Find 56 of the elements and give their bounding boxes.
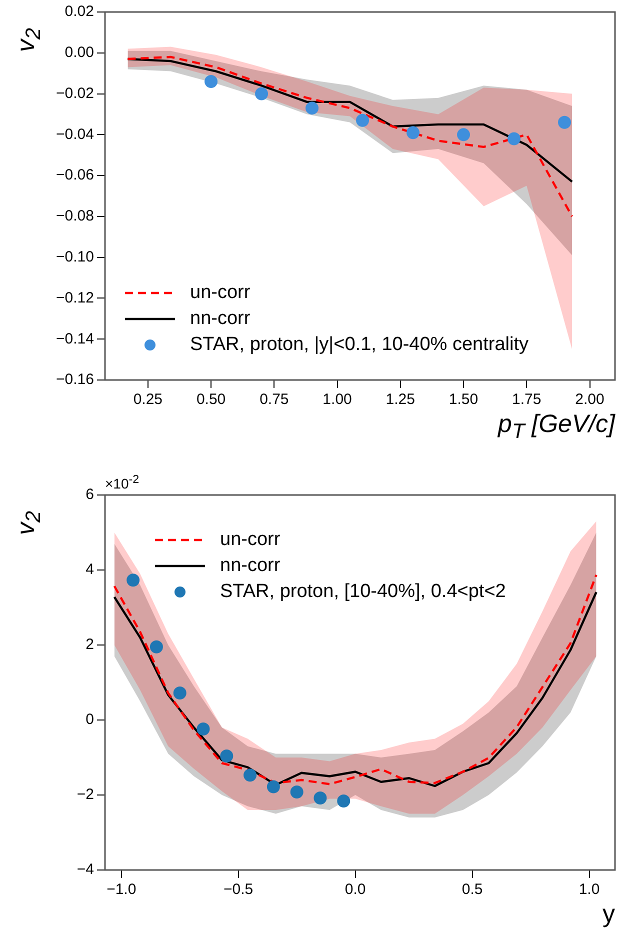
x-tick-label: 1.00 — [322, 391, 352, 408]
legend-label: STAR, proton, [10-40%], 0.4<pt<2 — [220, 581, 506, 602]
point — [204, 75, 218, 88]
y-tick-label: −0.06 — [56, 166, 94, 184]
y-tick-label: 6 — [86, 486, 94, 504]
x-axis-title: p$_{T}$ [GeV/c] — [498, 410, 615, 444]
point — [290, 786, 304, 798]
point — [196, 722, 210, 736]
point — [406, 126, 420, 140]
x-tick-label: 0.50 — [196, 391, 226, 408]
y-tick-label: 4 — [86, 561, 94, 578]
y-tick-label: 0.00 — [64, 44, 94, 62]
y-tick-label: 2 — [86, 636, 94, 654]
legend-label: un-corr — [190, 282, 251, 304]
y-tick-label: −0.10 — [56, 248, 94, 266]
x-tick-label: 0.0 — [344, 881, 366, 898]
y-tick-label: −0.16 — [56, 371, 94, 388]
y-tick-label: 0 — [86, 711, 94, 728]
x-tick-label: 2.00 — [575, 391, 604, 408]
y-tick-label: 0.02 — [64, 3, 94, 20]
point — [356, 114, 370, 127]
legend-label: nn-corr — [190, 308, 251, 330]
point — [337, 794, 350, 808]
x-tick-label: 1.25 — [386, 391, 415, 408]
point — [173, 686, 186, 700]
y-tick-label: −2 — [76, 786, 94, 804]
x-tick-label: −0.5 — [224, 881, 254, 898]
point — [244, 768, 257, 782]
x-tick-label: 1.75 — [512, 391, 542, 408]
point — [255, 87, 268, 100]
point — [220, 750, 234, 762]
y-tick-label: −0.08 — [56, 208, 94, 225]
x-tick-label: 1.50 — [448, 391, 478, 408]
point — [314, 792, 327, 804]
x-tick-label: −1.0 — [106, 881, 136, 898]
point — [126, 574, 140, 587]
x-axis-title: y — [602, 900, 615, 929]
point — [508, 132, 521, 146]
point — [150, 640, 163, 654]
legend-label: un-corr — [220, 529, 281, 550]
line-series — [126, 56, 574, 218]
point — [457, 128, 470, 142]
point — [266, 780, 280, 794]
x-tick-label: 0.5 — [462, 881, 483, 898]
legend-label: STAR, proton, |y|<0.1, 10-40% centrality — [190, 334, 529, 356]
y-tick-label: −0.04 — [56, 126, 94, 143]
y-tick-label: −4 — [76, 861, 94, 878]
x-tick-label: 0.75 — [260, 391, 289, 408]
y-tick-label: −0.02 — [56, 84, 94, 102]
x-tick-label: 1.0 — [578, 881, 600, 898]
point — [306, 102, 319, 115]
legend-label: nn-corr — [220, 555, 281, 576]
x-tick-label: 0.25 — [133, 391, 163, 408]
y-tick-label: −0.14 — [56, 330, 94, 348]
text: ×10$^{-2}$ — [105, 473, 140, 492]
y-tick-label: −0.12 — [56, 289, 94, 306]
